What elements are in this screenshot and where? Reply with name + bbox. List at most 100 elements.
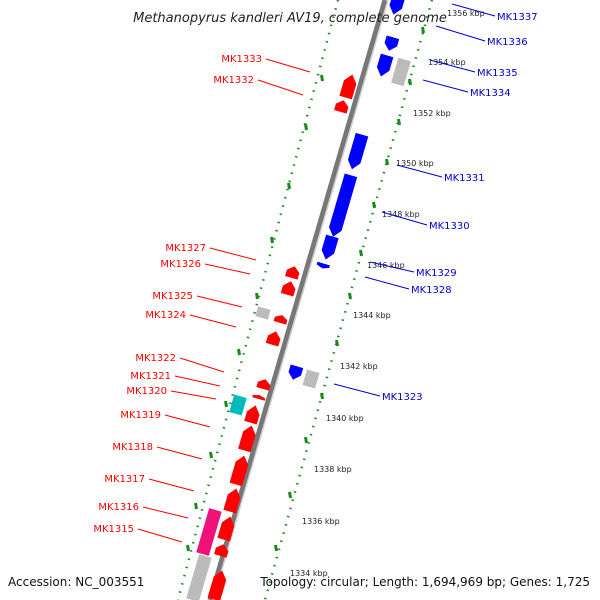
gene-arrow	[244, 405, 260, 425]
ring-tick-mark	[421, 26, 425, 34]
ring-tick-mark	[209, 451, 213, 459]
ring-tick-mark	[186, 544, 190, 552]
gene-label-mk1321: MK1321	[130, 371, 171, 382]
gene-label-mk1320: MK1320	[126, 386, 167, 397]
gene-arrow	[347, 132, 369, 170]
ring-tick-mark	[335, 339, 339, 347]
gray-feature	[255, 306, 271, 320]
tick-label: 1354 kbp	[428, 58, 466, 67]
gene-arrow	[339, 74, 357, 100]
label-leader-line	[257, 79, 304, 96]
gene-label-mk1336: MK1336	[487, 37, 528, 48]
gene-label-mk1333: MK1333	[221, 54, 262, 65]
gene-label-mk1334: MK1334	[470, 88, 511, 99]
gene-arrow	[321, 234, 339, 260]
ring-tick-mark	[320, 392, 324, 400]
label-leader-line	[369, 261, 415, 273]
genome-info-text: Topology: circular; Length: 1,694,969 bp…	[259, 575, 590, 589]
ring-tick-mark	[385, 158, 389, 166]
gene-arrow	[256, 379, 271, 391]
ring-tick-mark	[359, 249, 363, 257]
label-leader-line	[189, 314, 237, 328]
tick-label: 1344 kbp	[353, 311, 391, 320]
gene-label-mk1324: MK1324	[145, 310, 186, 321]
tick-label: 1338 kbp	[314, 465, 352, 474]
ring-tick-mark	[255, 292, 259, 300]
label-leader-line	[170, 390, 217, 400]
tick-label: 1340 kbp	[326, 414, 364, 423]
gene-arrow	[229, 455, 249, 487]
other-feature	[196, 508, 222, 556]
gray-feature	[302, 369, 320, 389]
tick-label: 1348 kbp	[382, 210, 420, 219]
gene-arrow	[252, 394, 266, 401]
ring-tick-mark	[274, 544, 278, 552]
gene-label-mk1329: MK1329	[416, 268, 457, 279]
gene-arrow	[389, 0, 405, 15]
gene-arrow	[288, 364, 304, 380]
tick-label: 1336 kbp	[302, 517, 340, 526]
gene-label-mk1323: MK1323	[382, 392, 423, 403]
gene-arrow	[273, 315, 288, 325]
label-leader-line	[164, 414, 211, 428]
tick-label: 1334 kbp	[290, 569, 328, 578]
label-leader-line	[265, 58, 311, 73]
label-leader-line	[196, 295, 243, 308]
ring-tick-mark	[194, 502, 198, 510]
label-leader-line	[429, 59, 476, 73]
gene-label-mk1316: MK1316	[98, 502, 139, 513]
tick-label: 1350 kbp	[396, 159, 434, 168]
label-leader-line	[381, 211, 428, 226]
ring-tick-mark	[320, 74, 324, 82]
gene-arrow	[329, 173, 358, 237]
ring-tick-mark	[288, 491, 292, 499]
gene-label-mk1332: MK1332	[213, 75, 254, 86]
gene-label-mk1337: MK1337	[497, 12, 538, 23]
gene-label-mk1325: MK1325	[152, 291, 193, 302]
ring-tick-mark	[348, 292, 352, 300]
ring-tick-mark	[270, 236, 274, 244]
gene-arrow	[217, 516, 235, 542]
gene-arrow	[285, 266, 300, 280]
tick-label: 1356 kbp	[447, 9, 485, 18]
label-leader-line	[451, 3, 496, 17]
gene-label-mk1315: MK1315	[93, 524, 134, 535]
ring-tick-mark	[224, 400, 228, 408]
gene-label-mk1330: MK1330	[429, 221, 470, 232]
ring-tick-mark	[237, 348, 241, 356]
ring-tick-mark	[408, 78, 412, 86]
accession-text: Accession: NC_003551	[8, 575, 144, 589]
gene-label-mk1327: MK1327	[165, 243, 206, 254]
gray-feature	[186, 554, 212, 600]
gene-arrow	[223, 488, 241, 514]
gene-arrow	[207, 570, 227, 600]
gene-label-mk1319: MK1319	[120, 410, 161, 421]
label-leader-line	[137, 528, 183, 543]
label-leader-line	[435, 25, 486, 42]
ring-tick-mark	[287, 182, 291, 190]
label-leader-line	[148, 478, 195, 492]
ring-tick-mark	[304, 436, 308, 444]
label-leader-line	[364, 276, 410, 290]
gene-label-mk1326: MK1326	[160, 259, 201, 270]
ring-tick-mark	[372, 201, 376, 209]
gene-arrow	[280, 281, 296, 297]
label-leader-line	[174, 375, 221, 387]
gray-feature	[391, 57, 411, 87]
gene-label-mk1317: MK1317	[104, 474, 145, 485]
gene-arrow	[376, 53, 394, 77]
label-leader-line	[204, 263, 251, 275]
gene-label-mk1322: MK1322	[135, 353, 176, 364]
gene-arrow	[238, 425, 256, 453]
gene-label-mk1335: MK1335	[477, 68, 518, 79]
map-title: Methanopyrus kandleri AV19, complete gen…	[133, 11, 447, 26]
gene-arrow	[265, 331, 281, 347]
gene-arrow	[384, 35, 400, 51]
gene-label-mk1331: MK1331	[444, 173, 485, 184]
label-leader-line	[333, 383, 381, 397]
inner-scale-ring	[176, 0, 340, 600]
label-leader-line	[396, 164, 443, 178]
gene-arrow	[214, 544, 229, 558]
